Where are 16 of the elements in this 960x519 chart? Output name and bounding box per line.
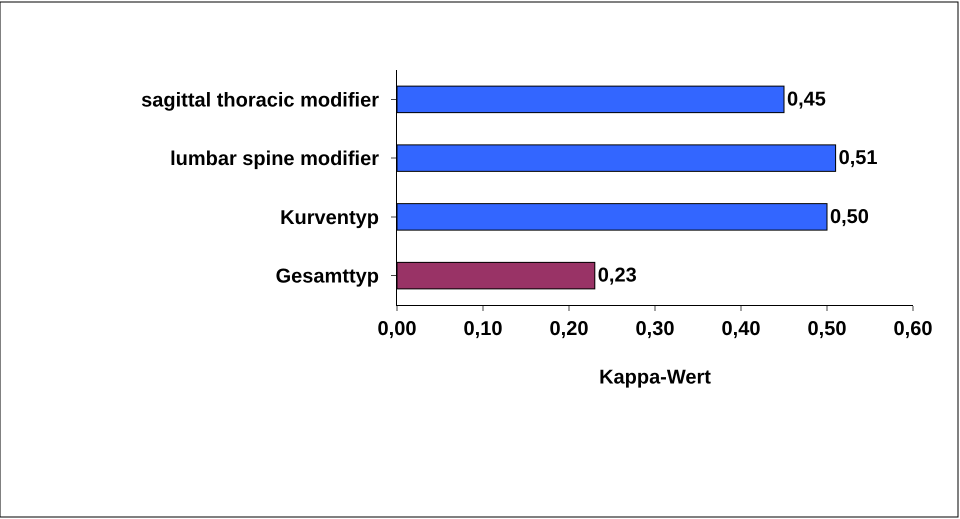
y-tick-label: Kurventyp bbox=[280, 206, 379, 229]
x-tick-label: 0,40 bbox=[722, 318, 760, 340]
data-label: 0,45 bbox=[787, 88, 826, 110]
x-tick-label: 0,00 bbox=[378, 318, 416, 340]
y-tick-label: Gesamttyp bbox=[276, 266, 379, 288]
data-label: 0,51 bbox=[838, 147, 878, 170]
data-label: 0,23 bbox=[598, 264, 637, 287]
x-tick-label: 0,20 bbox=[550, 318, 588, 340]
x-axis-title: Kappa-Wert bbox=[599, 366, 712, 388]
y-tick-label: lumbar spine modifier bbox=[170, 148, 380, 170]
x-tick-label: 0,30 bbox=[636, 318, 674, 340]
data-label: 0,50 bbox=[830, 206, 869, 228]
x-tick-label: 0,10 bbox=[464, 318, 502, 340]
x-tick-label: 0,50 bbox=[808, 318, 846, 340]
y-tick-label: sagittal thoracic modifier bbox=[141, 89, 380, 112]
x-tick-label: 0,60 bbox=[894, 318, 932, 340]
